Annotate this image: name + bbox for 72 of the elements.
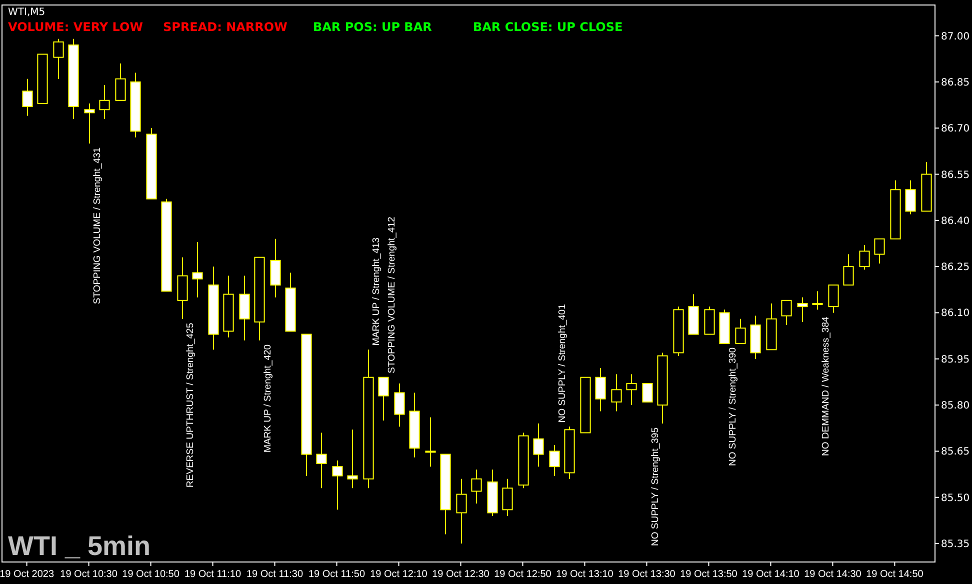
candlestick: [115, 62, 126, 101]
candlestick: [905, 180, 916, 215]
annotation: NO SUPPLY / Strenght_401: [556, 304, 568, 423]
candlestick: [828, 284, 839, 314]
x-tick-label: 19 Oct 14:50: [866, 569, 924, 580]
candlestick: [549, 444, 560, 476]
annotation: BAR CLOSE: UP CLOSE: [473, 20, 623, 34]
x-tick-label: 19 Oct 2023: [0, 569, 54, 580]
candlestick: [812, 290, 823, 310]
annotation: NO DEMMAND / Weakness_384: [820, 316, 832, 456]
x-tick-label: 19 Oct 13:30: [618, 569, 676, 580]
candlestick: [99, 84, 110, 120]
annotation: MARK UP / Strenght_420: [262, 344, 274, 453]
y-tick-label: 86.55: [941, 170, 970, 181]
candlestick: [471, 469, 482, 504]
candlestick: [394, 383, 405, 428]
annotation: MARK UP / Strenght_413: [371, 238, 382, 346]
y-tick-label: 87.00: [941, 31, 970, 42]
annotation: NO SUPPLY / Strenght_395: [650, 428, 661, 546]
annotation: SPREAD: NARROW: [163, 20, 288, 34]
candlestick: [781, 300, 792, 326]
annotation: BAR POS: UP BAR: [313, 20, 432, 34]
x-tick-label: 19 Oct 10:30: [60, 569, 118, 580]
annotation: STOPPING VOLUME / Strenght_431: [92, 147, 104, 304]
text: WTI _ 5min: [8, 531, 151, 561]
y-tick-label: 86.10: [941, 308, 970, 320]
y-tick-label: 85.65: [941, 446, 970, 458]
y-tick-label: 86.70: [941, 124, 970, 135]
annotation: REVERSE UPTHRUST / Strenght_425: [185, 322, 196, 488]
candlestick: [595, 368, 606, 412]
candlestick: [735, 318, 746, 344]
candlestick: [378, 376, 389, 421]
candlestick: [192, 241, 203, 298]
x-tick-label: 19 Oct 14:10: [742, 569, 800, 580]
candlestick: [316, 432, 327, 489]
candlestick: [425, 416, 436, 468]
annotation: VOLUME: VERY LOW: [8, 20, 143, 34]
candlestick: [611, 374, 622, 412]
candlestick: [456, 478, 467, 544]
candlestick: [859, 244, 870, 270]
y-tick-label: 85.80: [941, 400, 970, 412]
candlestick: [843, 254, 854, 286]
candlestick: [797, 296, 808, 322]
x-tick-label: 19 Oct 11:30: [246, 569, 304, 580]
candlestick: [53, 38, 64, 80]
x-tick-label: 19 Oct 14:30: [804, 569, 862, 580]
candlestick: [502, 478, 513, 516]
y-tick-label: 85.35: [941, 539, 970, 550]
chart-title: WTI,M5: [8, 7, 46, 18]
candlestick: [332, 460, 343, 510]
x-tick-label: 19 Oct 12:30: [432, 569, 490, 580]
x-tick-label: 19 Oct 11:50: [308, 569, 366, 580]
x-tick-label: 19 Oct 13:50: [680, 569, 738, 580]
x-tick-label: 19 Oct 12:50: [494, 569, 552, 580]
candlestick: [874, 238, 885, 264]
candlestick: [84, 102, 95, 144]
y-tick-label: 85.95: [941, 354, 970, 366]
y-tick-label: 86.85: [941, 77, 970, 88]
candlestick: [626, 374, 637, 406]
x-tick-label: 19 Oct 11:10: [184, 569, 242, 580]
candlestick: [347, 429, 358, 489]
candlestick: [22, 78, 33, 116]
annotation: NO SUPPLY / Strenght_390: [727, 348, 738, 466]
x-tick-label: 19 Oct 10:50: [122, 569, 180, 580]
y-tick-label: 86.25: [941, 262, 970, 274]
annotation: STOPPING VOLUME / Strenght_412: [386, 216, 398, 374]
x-tick-label: 19 Oct 12:10: [370, 569, 428, 580]
candlestick: [642, 383, 653, 402]
x-tick-label: 19 Oct 13:10: [556, 569, 614, 580]
candlestick: [533, 423, 544, 468]
y-tick-label: 86.40: [941, 216, 970, 227]
y-tick-label: 85.50: [941, 492, 970, 504]
